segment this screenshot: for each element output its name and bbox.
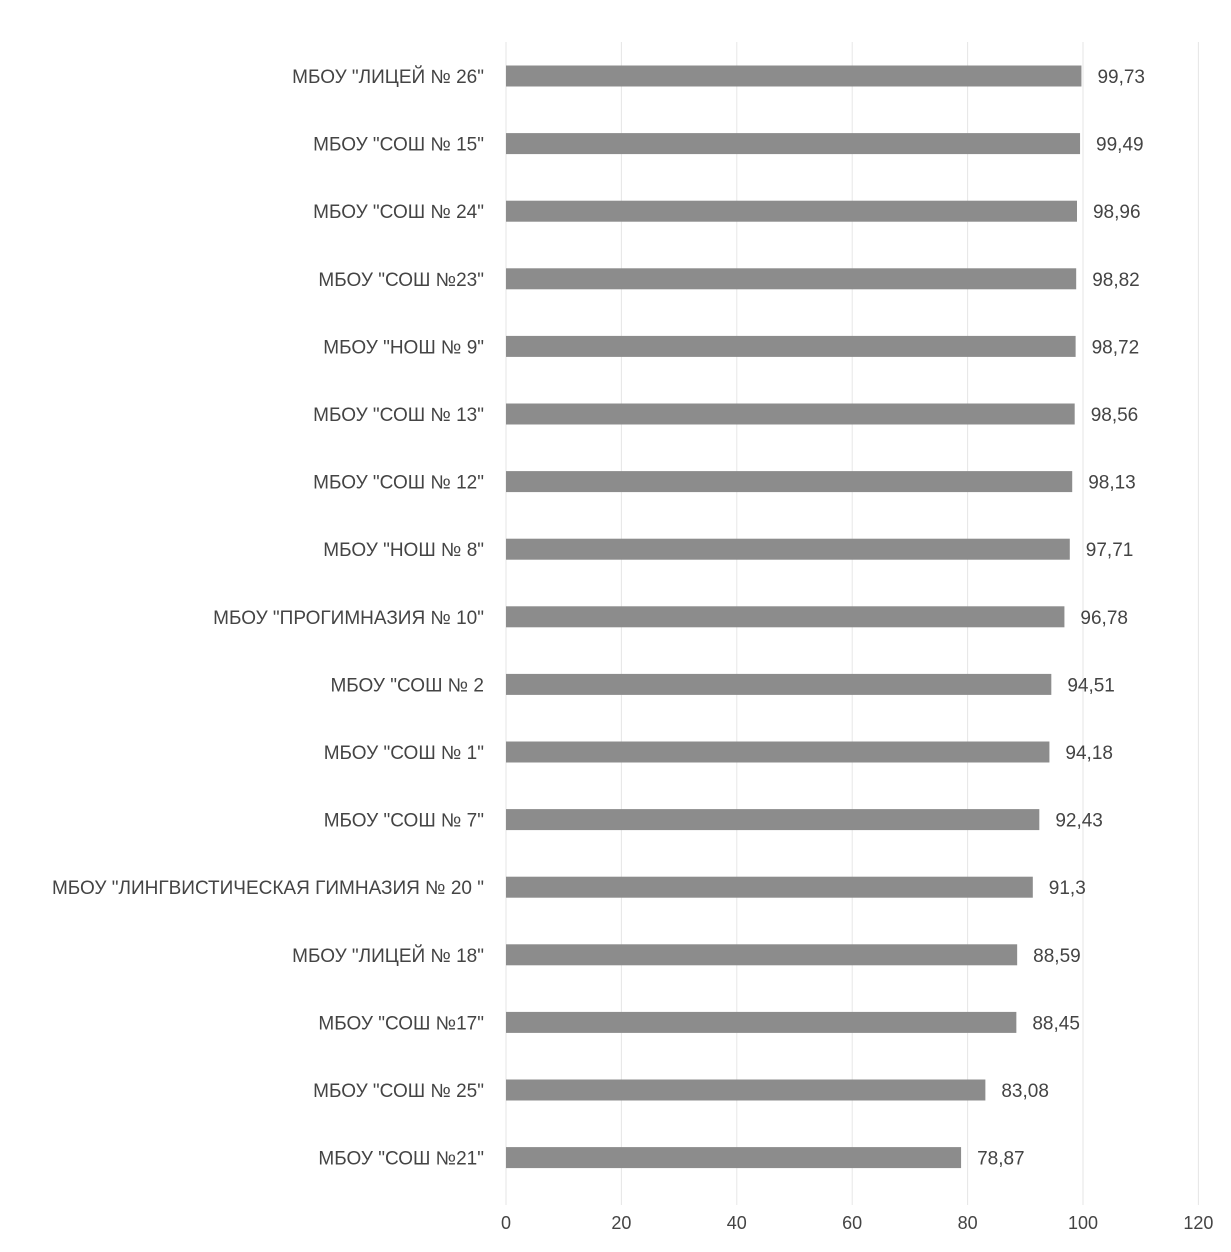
x-tick-label: 60 bbox=[842, 1213, 862, 1233]
category-label: МБОУ "СОШ № 13" bbox=[313, 405, 484, 426]
category-label: МБОУ "ПРОГИМНАЗИЯ № 10" bbox=[213, 608, 484, 629]
data-label: 97,71 bbox=[1086, 540, 1134, 561]
x-tick-label: 100 bbox=[1068, 1213, 1098, 1233]
x-tick-label: 40 bbox=[727, 1213, 747, 1233]
category-label: МБОУ "ЛИЦЕЙ № 18" bbox=[292, 945, 484, 967]
bar bbox=[506, 335, 1076, 357]
category-label: МБОУ "СОШ № 15" bbox=[313, 135, 484, 156]
category-label: МБОУ "СОШ №23" bbox=[318, 270, 484, 291]
category-label: МБОУ "СОШ № 7" bbox=[324, 811, 484, 832]
data-label: 88,59 bbox=[1033, 946, 1081, 967]
bar bbox=[506, 876, 1033, 898]
bar bbox=[506, 268, 1077, 290]
data-label: 78,87 bbox=[977, 1149, 1025, 1170]
bar bbox=[506, 944, 1018, 966]
category-label: МБОУ "СОШ №17" bbox=[318, 1013, 484, 1034]
x-tick-label: 120 bbox=[1183, 1213, 1213, 1233]
category-label: МБОУ "СОШ №21" bbox=[318, 1149, 484, 1170]
data-label: 98,72 bbox=[1092, 337, 1140, 358]
bar bbox=[506, 403, 1075, 425]
data-label: 98,56 bbox=[1091, 405, 1139, 426]
category-label: МБОУ "ЛИЦЕЙ № 26" bbox=[292, 66, 484, 88]
bar bbox=[506, 741, 1050, 763]
bar bbox=[506, 1147, 962, 1169]
category-label: МБОУ "СОШ № 25" bbox=[313, 1081, 484, 1102]
data-label: 83,08 bbox=[1001, 1081, 1049, 1102]
category-label: МБОУ "СОШ № 24" bbox=[313, 202, 484, 223]
x-tick-label: 0 bbox=[501, 1213, 511, 1233]
bar bbox=[506, 538, 1070, 560]
data-label: 99,49 bbox=[1096, 135, 1144, 156]
category-label: МБОУ "СОШ № 1" bbox=[324, 743, 484, 764]
data-label: 94,51 bbox=[1067, 675, 1115, 696]
data-label: 96,78 bbox=[1080, 608, 1128, 629]
category-label: МБОУ "СОШ № 12" bbox=[313, 473, 484, 494]
bar bbox=[506, 1011, 1017, 1033]
data-label: 98,96 bbox=[1093, 202, 1141, 223]
x-tick-label: 80 bbox=[958, 1213, 978, 1233]
category-label: МБОУ "СОШ № 2 bbox=[330, 675, 484, 696]
value-labels: 99,73 99,49 98,96 98,82 98,72 98,56 98,13 97,71… bbox=[977, 67, 1145, 1170]
bar bbox=[506, 1079, 986, 1101]
bar bbox=[506, 200, 1077, 222]
x-axis-ticks: 0 20 40 60 80 100 120 bbox=[501, 1213, 1213, 1233]
bar bbox=[506, 673, 1052, 695]
category-labels: МБОУ "ЛИЦЕЙ № 26" МБОУ "СОШ № 15" МБОУ "СО… bbox=[52, 66, 484, 1170]
x-tick-label: 20 bbox=[611, 1213, 631, 1233]
data-label: 99,73 bbox=[1097, 67, 1145, 88]
bar bbox=[506, 471, 1073, 493]
bar bbox=[506, 133, 1081, 155]
data-label: 91,3 bbox=[1049, 878, 1086, 899]
data-label: 88,45 bbox=[1032, 1013, 1080, 1034]
category-label: МБОУ "НОШ № 8" bbox=[323, 540, 484, 561]
bars bbox=[506, 65, 1082, 1169]
data-label: 94,18 bbox=[1065, 743, 1113, 764]
bar bbox=[506, 65, 1082, 87]
bar bbox=[506, 809, 1040, 831]
data-label: 98,13 bbox=[1088, 473, 1136, 494]
data-label: 98,82 bbox=[1092, 270, 1140, 291]
data-label: 92,43 bbox=[1055, 811, 1103, 832]
bar bbox=[506, 606, 1065, 628]
category-label: МБОУ "НОШ № 9" bbox=[323, 337, 484, 358]
category-label: МБОУ "ЛИНГВИСТИЧЕСКАЯ ГИМНАЗИЯ № 20 " bbox=[52, 878, 484, 899]
